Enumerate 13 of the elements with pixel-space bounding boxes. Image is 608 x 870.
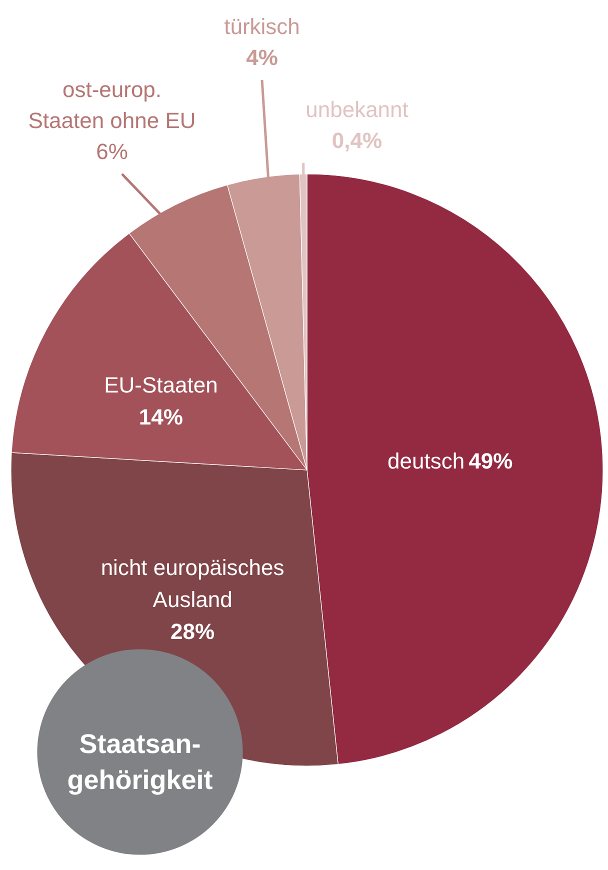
data-label: 14% bbox=[138, 404, 183, 430]
text: Staatsan- gehörigkeit bbox=[67, 729, 213, 795]
slice-label: nicht europäisches Ausland bbox=[100, 554, 284, 612]
slice-label: türkisch bbox=[224, 14, 300, 39]
slice-label: deutsch bbox=[388, 448, 465, 474]
data-label: 49% bbox=[468, 448, 513, 474]
data-label: 28% bbox=[170, 618, 215, 644]
slice-label: unbekannt bbox=[306, 97, 408, 122]
slice-label: ost-europ. Staaten ohne EU bbox=[28, 77, 196, 133]
slice-label: EU-Staaten bbox=[104, 372, 218, 398]
data-label: 4% bbox=[246, 45, 278, 70]
data-label: 6% bbox=[96, 139, 128, 164]
data-label: 0,4% bbox=[332, 128, 382, 153]
